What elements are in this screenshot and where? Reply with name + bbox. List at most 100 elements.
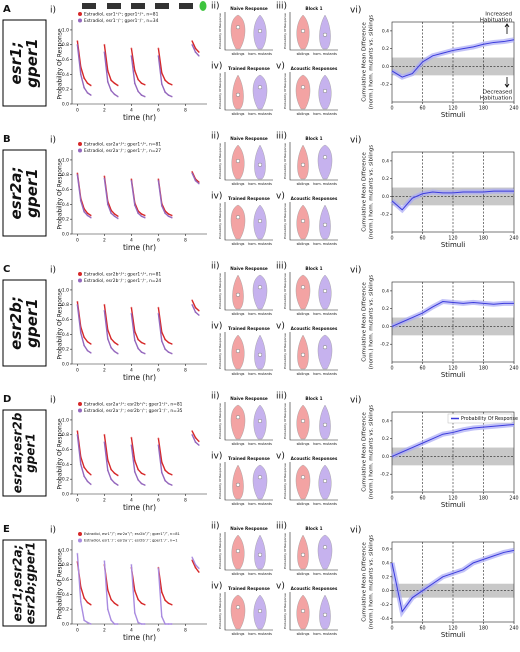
axes — [224, 402, 273, 441]
x-tick-label: siblings — [297, 112, 310, 116]
panel-label: iii) — [276, 262, 287, 272]
violin — [319, 204, 331, 240]
y-axis-label: Probability Of Response — [218, 593, 222, 629]
x-tick-label: 0 — [390, 236, 393, 242]
median-dot — [235, 25, 240, 30]
x-tick-label: hom. mutants — [313, 52, 337, 56]
panel-title: Naive Response — [230, 136, 268, 141]
response-line — [76, 40, 200, 87]
row-letter: C — [3, 264, 10, 275]
x-tick-label: 2 — [103, 108, 106, 114]
x-tick-label: 60 — [419, 626, 425, 632]
genotype-label: esr1; — [7, 42, 25, 85]
annotation: Habituation — [480, 18, 513, 24]
x-axis-label: Stimuli — [441, 371, 465, 379]
x-axis-label: time (hr) — [123, 633, 156, 642]
legend-marker — [78, 142, 82, 146]
median-dot — [323, 345, 328, 350]
axes — [224, 462, 273, 501]
violin — [252, 274, 268, 310]
y-axis-label: Probability Of Response — [218, 13, 222, 49]
y-axis-label: Cumulative Mean Difference — [362, 152, 368, 232]
y-axis-label: Probability Of Response — [57, 418, 64, 489]
violin — [230, 594, 246, 630]
x-tick-label: 6 — [157, 238, 160, 244]
axes — [71, 280, 207, 365]
median-dot — [323, 289, 328, 294]
panel-label: vi) — [350, 526, 361, 536]
median-dot — [301, 285, 306, 290]
panel-label: iii) — [276, 2, 287, 12]
y-axis-label: (norm.) hom. mutants vs. siblings — [369, 145, 375, 240]
legend-label: Estradiol, esr1⁺/⁺; gper1⁺/⁺, n=81 — [84, 12, 159, 18]
median-dot — [258, 162, 263, 167]
panel-label: iv) — [211, 322, 222, 332]
violin — [297, 534, 309, 570]
median-dot — [323, 479, 328, 484]
y-axis-label: Probability Of Response — [57, 548, 64, 619]
x-tick-label: 4 — [130, 238, 133, 244]
y-tick-label: -0.2 — [380, 472, 389, 478]
y-axis-label: Probability Of Response — [283, 203, 287, 239]
panel-title: Acoustic Responses — [291, 456, 338, 461]
panel-label: vi) — [350, 266, 361, 276]
genotype-label: gper1 — [23, 168, 41, 217]
violin — [319, 14, 331, 50]
violin — [295, 74, 311, 110]
y-axis-label: Probability Of Response — [283, 463, 287, 499]
median-dot — [323, 612, 328, 617]
x-tick-label: 60 — [419, 366, 425, 372]
y-tick-label: -0.2 — [380, 212, 389, 218]
legend-marker — [78, 408, 82, 413]
x-axis-label: time (hr) — [123, 503, 156, 512]
y-tick-label: 0.2 — [62, 607, 69, 613]
legend-marker — [78, 402, 82, 406]
median-dot — [323, 88, 328, 93]
y-axis-label: Probability Of Response — [57, 158, 64, 229]
row-letter: B — [3, 134, 11, 145]
cumulative-line — [391, 39, 515, 78]
x-tick-label: siblings — [297, 442, 310, 446]
legend-marker — [78, 148, 82, 153]
median-dot — [235, 292, 240, 297]
x-tick-label: 0 — [76, 108, 79, 114]
panel-title: Trained Response — [228, 196, 270, 201]
x-tick-label: siblings — [297, 182, 310, 186]
axes — [289, 12, 338, 51]
x-axis-label: Stimuli — [441, 241, 465, 249]
y-tick-label: 0.0 — [382, 324, 389, 330]
stimulus-bar — [107, 3, 121, 9]
response-line — [76, 171, 200, 217]
x-tick-label: siblings — [232, 52, 245, 56]
axes — [224, 592, 273, 631]
median-dot — [235, 415, 240, 420]
x-tick-label: siblings — [232, 112, 245, 116]
median-dot — [235, 482, 240, 487]
panel-label: i) — [50, 526, 56, 536]
y-axis-label: Probability Of Response — [218, 463, 222, 499]
response-line — [76, 430, 200, 477]
x-axis-label: time (hr) — [123, 373, 156, 382]
genotype-label: esr1;esr2a; — [11, 545, 25, 622]
genotype-label: esr2a; — [7, 166, 25, 219]
x-tick-label: 6 — [157, 108, 160, 114]
y-tick-label: 0.2 — [62, 477, 69, 483]
panel-label: i) — [50, 266, 56, 276]
x-tick-label: 0 — [390, 496, 393, 502]
panel-title: Trained Response — [228, 326, 270, 331]
legend-label: Estradiol, esr1⁺/⁺; esr2a⁺/⁺; esr2b⁺/⁺; … — [84, 532, 180, 536]
genotype-label: esr2a;esr2b — [11, 412, 25, 493]
axes — [224, 532, 273, 571]
x-tick-label: 240 — [509, 366, 518, 372]
violin — [254, 334, 266, 370]
x-tick-label: 180 — [479, 626, 488, 632]
violin — [317, 534, 333, 570]
x-tick-label: 2 — [103, 628, 106, 634]
y-tick-label: 0.6 — [62, 57, 69, 63]
panel-label: vi) — [350, 136, 361, 146]
response-line — [76, 434, 200, 486]
axes — [289, 272, 338, 311]
x-tick-label: hom. mutants — [248, 242, 272, 246]
genotype-label: gper1 — [23, 38, 41, 87]
y-axis-label: Probability Of Response — [283, 333, 287, 369]
